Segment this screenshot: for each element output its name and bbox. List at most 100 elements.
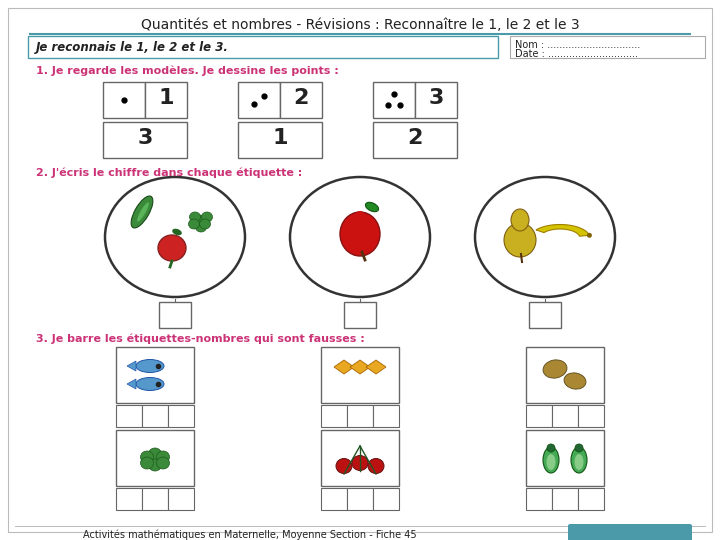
Ellipse shape <box>148 459 161 471</box>
Text: 1: 1 <box>561 490 569 503</box>
Bar <box>526 430 604 486</box>
Text: 2: 2 <box>293 88 309 108</box>
Ellipse shape <box>356 211 364 217</box>
Bar <box>28 36 498 58</box>
Text: 3: 3 <box>428 88 444 108</box>
Bar <box>280 82 322 118</box>
Bar <box>526 488 552 510</box>
Bar <box>415 82 457 118</box>
Ellipse shape <box>202 212 212 222</box>
Text: 1: 1 <box>125 490 133 503</box>
Ellipse shape <box>575 444 583 452</box>
Bar <box>116 347 194 403</box>
Text: 3: 3 <box>138 128 153 148</box>
Ellipse shape <box>199 219 210 229</box>
FancyBboxPatch shape <box>568 524 692 540</box>
Ellipse shape <box>571 447 587 473</box>
Text: 2: 2 <box>408 128 423 148</box>
Ellipse shape <box>366 202 379 212</box>
Text: 2: 2 <box>587 408 595 421</box>
Text: 3: 3 <box>177 408 185 421</box>
Ellipse shape <box>564 373 586 389</box>
Ellipse shape <box>575 454 583 470</box>
Polygon shape <box>127 379 136 389</box>
Ellipse shape <box>196 222 207 232</box>
Ellipse shape <box>148 448 161 460</box>
Text: 3: 3 <box>151 490 159 503</box>
Bar <box>552 405 578 427</box>
Bar <box>529 302 561 328</box>
Bar <box>347 405 373 427</box>
Text: 1. Je regarde les modèles. Je dessine les points :: 1. Je regarde les modèles. Je dessine le… <box>36 66 338 77</box>
Text: 1: 1 <box>561 408 569 421</box>
Ellipse shape <box>511 209 529 231</box>
Bar <box>578 405 604 427</box>
Polygon shape <box>536 225 590 236</box>
Ellipse shape <box>290 177 430 297</box>
Bar <box>321 347 399 403</box>
Ellipse shape <box>194 215 205 225</box>
Text: Date : ..............................: Date : .............................. <box>515 49 638 59</box>
Bar <box>116 488 142 510</box>
Bar <box>103 82 145 118</box>
Text: 3: 3 <box>587 490 595 503</box>
Ellipse shape <box>140 457 153 469</box>
Text: 3: 3 <box>356 408 364 421</box>
Ellipse shape <box>105 177 245 297</box>
Bar <box>344 302 376 328</box>
Ellipse shape <box>475 177 615 297</box>
Ellipse shape <box>504 223 536 257</box>
Bar <box>373 82 415 118</box>
Bar <box>142 405 168 427</box>
Bar <box>373 122 457 158</box>
Bar <box>103 122 187 158</box>
Bar <box>321 430 399 486</box>
Ellipse shape <box>547 444 555 452</box>
Ellipse shape <box>543 360 567 378</box>
Ellipse shape <box>158 235 186 261</box>
Text: 2: 2 <box>382 408 390 421</box>
Bar <box>116 430 194 486</box>
Text: 3: 3 <box>535 408 543 421</box>
Text: 3: 3 <box>330 490 338 503</box>
Bar <box>347 488 373 510</box>
Bar <box>168 405 194 427</box>
Text: 2: 2 <box>151 408 159 421</box>
Bar <box>373 488 399 510</box>
Ellipse shape <box>546 454 556 470</box>
Bar <box>159 302 191 328</box>
Bar <box>238 82 280 118</box>
Text: 3. Je barre les étiquettes-nombres qui sont fausses :: 3. Je barre les étiquettes-nombres qui s… <box>36 334 365 345</box>
Text: 1: 1 <box>125 408 133 421</box>
Ellipse shape <box>137 202 149 221</box>
Text: 1: 1 <box>382 490 390 503</box>
Bar <box>321 488 347 510</box>
Ellipse shape <box>587 233 592 238</box>
Text: 2. J'écris le chiffre dans chaque étiquette :: 2. J'écris le chiffre dans chaque étique… <box>36 168 302 179</box>
Bar <box>526 347 604 403</box>
Ellipse shape <box>156 451 169 463</box>
Text: Génération 5: Génération 5 <box>590 531 670 540</box>
Polygon shape <box>127 361 136 371</box>
Text: Quantités et nombres - Révisions : Reconnaître le 1, le 2 et le 3: Quantités et nombres - Révisions : Recon… <box>140 18 580 32</box>
Text: Nom : ...............................: Nom : ............................... <box>515 40 640 50</box>
Bar <box>116 405 142 427</box>
Ellipse shape <box>136 360 164 373</box>
Bar <box>526 405 552 427</box>
Bar <box>510 36 705 58</box>
Ellipse shape <box>172 229 182 235</box>
Bar <box>238 122 322 158</box>
Ellipse shape <box>189 219 199 229</box>
Ellipse shape <box>136 377 164 390</box>
Bar <box>552 488 578 510</box>
Ellipse shape <box>189 212 200 222</box>
Ellipse shape <box>340 212 380 256</box>
Ellipse shape <box>131 196 153 228</box>
Ellipse shape <box>352 456 368 470</box>
Text: 2: 2 <box>177 490 185 503</box>
Bar <box>168 488 194 510</box>
Text: 2: 2 <box>356 490 364 503</box>
Bar <box>145 82 187 118</box>
Polygon shape <box>334 360 354 374</box>
Bar <box>142 488 168 510</box>
